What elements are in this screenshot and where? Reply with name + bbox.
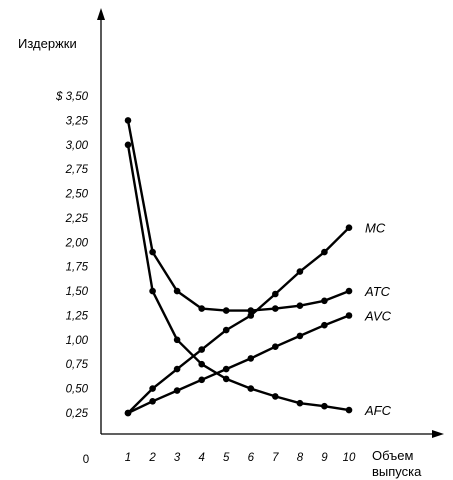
y-tick-label: 3,25: [66, 115, 89, 127]
data-point-mc: [247, 312, 255, 319]
data-point-atc: [222, 307, 230, 314]
y-tick-label: 2,00: [65, 237, 89, 249]
data-point-atc: [247, 307, 255, 314]
data-point-afc: [173, 336, 181, 344]
data-point-mc: [173, 365, 181, 373]
x-axis-arrow: [432, 430, 444, 438]
data-point-avc: [124, 409, 132, 417]
series-line-afc: [126, 143, 351, 412]
x-tick-label: 8: [297, 452, 304, 464]
series-label-avc: AVC: [364, 309, 392, 324]
y-tick-label: 1,50: [66, 286, 89, 298]
data-point-avc: [296, 332, 304, 340]
y-tick-label: 3,00: [66, 140, 89, 152]
data-point-afc: [222, 375, 230, 383]
data-point-afc: [272, 393, 279, 400]
y-tick-label: 2,50: [65, 189, 89, 201]
x-tick-label: 9: [321, 452, 328, 464]
y-tick-label: 1,00: [66, 335, 89, 347]
series-line-atc: [126, 119, 351, 312]
data-point-afc: [124, 141, 132, 149]
data-point-avc: [247, 355, 255, 362]
data-point-afc: [247, 385, 255, 392]
y-tick-label: 2,75: [65, 164, 89, 176]
series-layer: MC ATC AVC AFC: [124, 117, 392, 418]
data-point-atc: [124, 117, 132, 124]
y-tick-label: 1,75: [66, 262, 89, 274]
data-point-atc: [345, 287, 353, 295]
data-point-afc: [345, 406, 353, 414]
data-point-avc: [272, 343, 279, 351]
y-axis-title: Издержки: [18, 36, 77, 51]
x-axis-title-line-1: Объем: [372, 448, 413, 463]
y-tick-label: 1,25: [66, 311, 89, 323]
data-point-mc: [321, 248, 328, 256]
x-tick-label: 10: [343, 452, 356, 464]
series-avc: AVC: [124, 309, 392, 417]
series-afc: AFC: [124, 141, 392, 418]
data-point-avc: [198, 376, 205, 384]
data-point-avc: [222, 365, 230, 373]
x-tick-label: 2: [148, 452, 156, 464]
data-point-avc: [173, 387, 181, 394]
data-point-atc: [272, 305, 279, 312]
data-point-atc: [149, 248, 156, 256]
y-axis-arrow: [97, 8, 105, 20]
series-mc: MC: [124, 221, 386, 417]
data-point-atc: [198, 305, 205, 312]
data-point-atc: [296, 302, 304, 310]
data-point-mc: [198, 346, 205, 353]
data-point-afc: [296, 399, 304, 407]
data-point-atc: [173, 287, 181, 295]
data-point-mc: [149, 385, 156, 392]
y-tick-label: 0,50: [66, 384, 89, 396]
series-label-afc: AFC: [364, 403, 392, 418]
data-point-atc: [321, 297, 328, 305]
y-tick-label: $ 3,50: [55, 91, 89, 103]
data-point-mc: [272, 290, 279, 298]
axes: [97, 8, 444, 438]
data-point-avc: [345, 312, 353, 319]
data-point-avc: [149, 398, 156, 405]
y-tick-label: 0,25: [66, 408, 89, 420]
data-point-afc: [149, 287, 156, 295]
series-atc: ATC: [124, 117, 391, 314]
y-tick-label: 2,25: [65, 213, 89, 225]
x-tick-label: 4: [198, 452, 204, 464]
series-label-mc: MC: [365, 221, 386, 236]
data-point-mc: [222, 326, 230, 334]
data-point-afc: [198, 360, 205, 368]
series-label-atc: ATC: [364, 284, 391, 299]
tick-labels: 1 2 3 4 5 6 7 8 9 10 0,25 0,50 0,75 1,00 1,25 1,50 1,75 2…: [55, 91, 356, 464]
series-line-mc: [126, 226, 351, 415]
x-axis-title-line-2: выпуска: [372, 464, 422, 479]
x-tick-label: 5: [223, 452, 230, 464]
data-point-avc: [321, 321, 328, 329]
x-tick-label: 1: [125, 452, 131, 464]
x-tick-label: 3: [174, 452, 181, 464]
series-line-avc: [126, 314, 351, 415]
y-tick-label: 0,75: [66, 359, 89, 371]
data-point-mc: [345, 224, 353, 231]
origin-label: 0: [83, 454, 89, 466]
data-point-mc: [296, 268, 304, 275]
x-tick-label: 6: [248, 452, 255, 464]
data-point-afc: [321, 402, 328, 410]
x-tick-label: 7: [272, 452, 279, 464]
